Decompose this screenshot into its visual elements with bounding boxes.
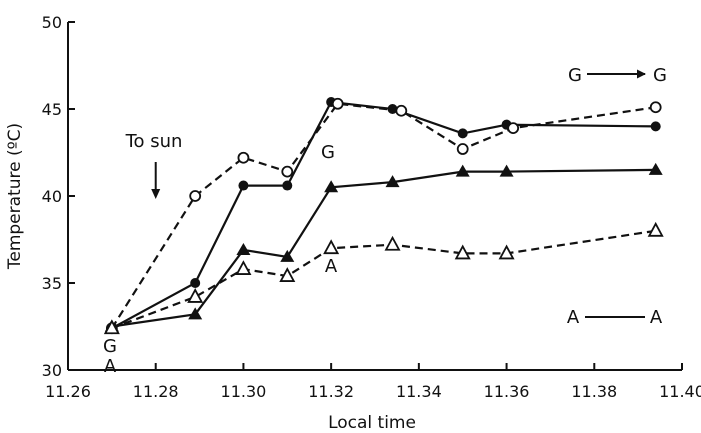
x-tick-label-6: 11.38 bbox=[571, 382, 617, 401]
to-sun-label: To sun bbox=[125, 131, 183, 152]
x-axis-title: Local time bbox=[328, 413, 416, 433]
series-2-point-8 bbox=[648, 162, 663, 175]
series-2-point-3 bbox=[280, 249, 295, 262]
series-0-point-8 bbox=[650, 121, 661, 132]
x-tick-label-2: 11.30 bbox=[221, 382, 267, 401]
legend-g-right-label: G bbox=[653, 65, 667, 86]
to-sun-arrow-icon bbox=[151, 162, 161, 199]
series-2-point-2 bbox=[236, 242, 251, 255]
annotations: To sun G A G A G G A A bbox=[103, 65, 667, 377]
g-mid-label: G bbox=[321, 142, 335, 163]
legend-a: A A bbox=[567, 307, 663, 328]
series-3-point-3 bbox=[279, 267, 296, 282]
y-axis-title: Temperature (ºC) bbox=[5, 123, 25, 270]
legend-g-left-label: G bbox=[568, 65, 582, 86]
legend-g: G G bbox=[568, 65, 667, 86]
series-2-point-7 bbox=[499, 164, 514, 177]
series-3-point-8 bbox=[647, 221, 664, 237]
x-tick-label-4: 11.34 bbox=[396, 382, 442, 401]
legend-a-left-label: A bbox=[567, 307, 580, 328]
series-1-point-7 bbox=[507, 122, 520, 135]
series-2-point-6 bbox=[455, 164, 470, 177]
x-ticks: 11.26 11.28 11.30 11.32 11.34 11.36 11.38 11.40 bbox=[45, 363, 701, 401]
g-start-label: G bbox=[103, 336, 117, 357]
y-tick-label-4: 50 bbox=[42, 13, 62, 32]
x-tick-label-5: 11.36 bbox=[484, 382, 530, 401]
series-3-point-7 bbox=[498, 244, 515, 260]
series-1-point-4 bbox=[331, 97, 344, 110]
series-3-point-0 bbox=[103, 319, 120, 335]
a-mid-label: A bbox=[325, 256, 338, 277]
y-tick-label-0: 30 bbox=[42, 361, 62, 380]
marker-layer bbox=[103, 97, 664, 335]
series-0-point-1 bbox=[190, 278, 201, 288]
series-1-point-1 bbox=[189, 190, 202, 202]
y-tick-label-2: 40 bbox=[42, 187, 62, 206]
series-3-point-5 bbox=[384, 235, 401, 251]
y-tick-label-1: 35 bbox=[42, 274, 62, 293]
x-tick-label-3: 11.32 bbox=[308, 382, 354, 401]
to-sun-arrowhead-icon bbox=[151, 189, 161, 199]
series-0-point-3 bbox=[282, 180, 293, 191]
a-start-label: A bbox=[104, 356, 117, 377]
series-0-point-5 bbox=[387, 104, 398, 114]
legend-a-right-label: A bbox=[650, 307, 663, 328]
series-1-point-2 bbox=[237, 151, 250, 164]
legend-g-arrowhead-icon bbox=[637, 69, 646, 79]
series-3-point-6 bbox=[454, 244, 471, 260]
series-2-point-4 bbox=[324, 180, 339, 193]
series-2-point-5 bbox=[385, 175, 400, 188]
series-1-point-8 bbox=[649, 101, 662, 114]
x-tick-label-0: 11.26 bbox=[45, 382, 91, 401]
series-0-point-6 bbox=[457, 128, 468, 139]
series-3-point-4 bbox=[323, 239, 340, 255]
series-1-point-5 bbox=[395, 104, 408, 117]
x-tick-label-7: 11.40 bbox=[659, 382, 701, 401]
y-ticks: 30 35 40 45 50 bbox=[42, 13, 75, 380]
series-1-point-6 bbox=[456, 143, 469, 155]
series-1-point-3 bbox=[281, 165, 294, 178]
series-1-line bbox=[110, 102, 656, 329]
series-0-point-2 bbox=[238, 180, 249, 191]
y-tick-label-3: 45 bbox=[42, 100, 62, 119]
series-2-point-1 bbox=[188, 307, 203, 320]
series-3-point-2 bbox=[235, 260, 252, 275]
series-3-point-1 bbox=[187, 288, 204, 303]
x-tick-label-1: 11.28 bbox=[133, 382, 179, 401]
